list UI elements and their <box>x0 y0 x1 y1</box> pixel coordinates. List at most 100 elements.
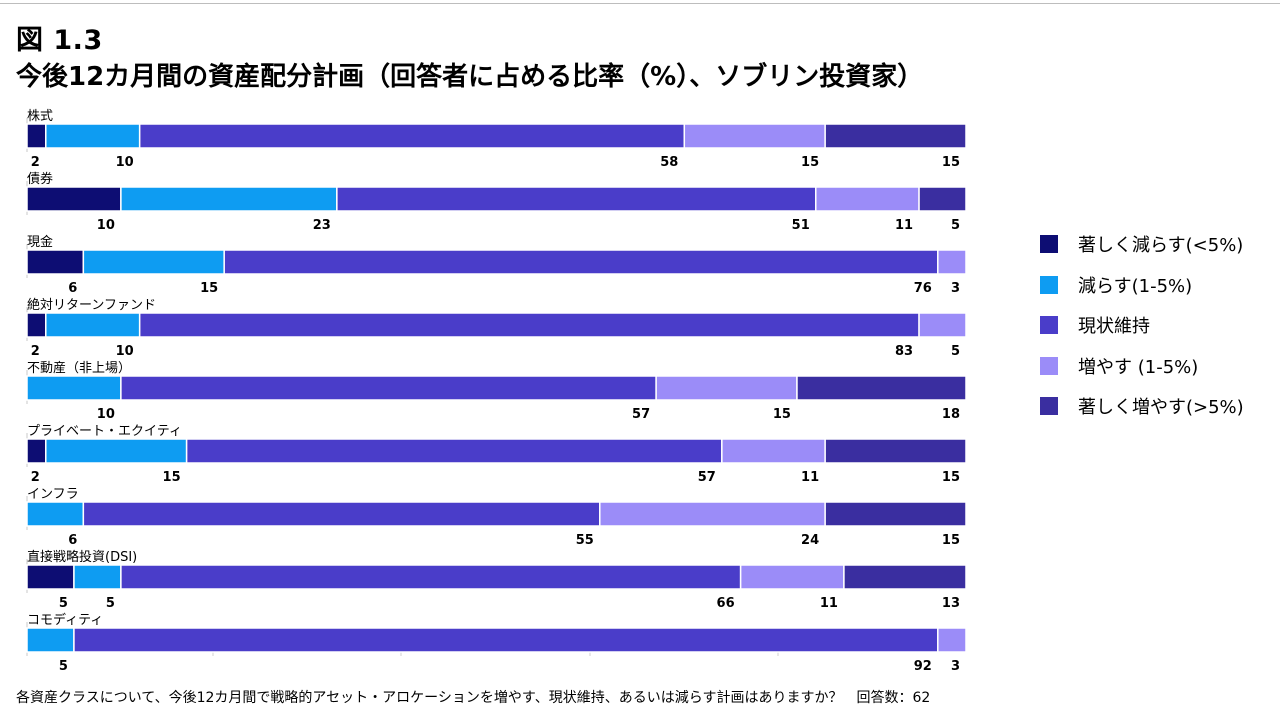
bar-segment <box>26 186 122 212</box>
data-label: 10 <box>97 218 115 233</box>
data-label: 51 <box>792 218 810 233</box>
bar-segment <box>82 501 601 527</box>
data-label: 2 <box>31 344 40 359</box>
data-label: 5 <box>59 596 68 611</box>
bar-row: プライベート・エクイティ 2 15 57 11 15 <box>26 424 967 485</box>
figure-number: 図 1.3 <box>16 25 103 56</box>
bar-row: 不動産（非上場） 10 57 15 18 <box>26 360 967 422</box>
bar-row: コモディティ 5 92 3 <box>26 612 967 674</box>
legend-item: 現状維持 <box>1040 305 1244 346</box>
bar-segment <box>120 375 657 401</box>
data-label: 24 <box>801 533 819 548</box>
legend-swatch <box>1040 275 1058 294</box>
bar-segment <box>26 438 47 464</box>
data-label: 2 <box>31 155 40 170</box>
bar-segment <box>815 186 920 212</box>
data-label: 11 <box>801 470 819 485</box>
bar-segment <box>73 564 122 590</box>
data-label: 83 <box>895 344 913 359</box>
bar-segment <box>937 627 967 653</box>
bar-row: 株式 2 10 58 15 15 <box>26 109 967 170</box>
data-label: 10 <box>97 407 115 422</box>
bar-segment <box>120 564 742 590</box>
data-label: 5 <box>951 344 960 359</box>
legend-label: 増やす (1-5%) <box>1078 356 1199 378</box>
bar-segment <box>138 123 686 149</box>
category-label: インフラ <box>27 487 79 502</box>
data-label: 2 <box>31 470 40 485</box>
legend: 著しく減らす(<5%) 減らす(1-5%) 現状維持増やす (1-5%) 著しく増やす… <box>1040 224 1244 427</box>
legend-item: 著しく減らす(<5%) <box>1040 224 1244 265</box>
bar-segment <box>918 186 967 212</box>
legend-item: 増やす (1-5%) <box>1040 346 1244 387</box>
bar-segment <box>824 501 967 527</box>
legend-label: 著しく増やす(>5%) <box>1078 397 1244 419</box>
bar-segment <box>824 438 967 464</box>
data-label: 11 <box>820 596 838 611</box>
top-rule <box>0 3 1280 4</box>
bar-row: 債券 10 23 51 11 5 <box>26 171 967 233</box>
bar-segment <box>138 312 920 338</box>
bar-segment <box>26 501 85 527</box>
legend-label: 現状維持 <box>1078 316 1150 338</box>
bar-row: 現金 6 15 76 3 <box>26 234 967 296</box>
bar-segment <box>843 564 967 590</box>
legend-item: 減らす(1-5%) <box>1040 265 1244 306</box>
bar-segment <box>683 123 826 149</box>
bar-segment <box>937 249 967 275</box>
bar-segment <box>26 312 47 338</box>
bar-segment <box>45 123 141 149</box>
bar-segment <box>223 249 939 275</box>
data-label: 57 <box>698 470 716 485</box>
footnote: 各資産クラスについて、今後12カ月間で戦略的アセット・アロケーションを増やす、現… <box>16 690 931 706</box>
data-label: 15 <box>942 470 960 485</box>
legend-label: 減らす(1-5%) <box>1078 275 1193 297</box>
category-label: コモディティ <box>27 612 103 628</box>
category-label: 直接戦略投資(DSI) <box>27 549 137 565</box>
data-label: 76 <box>914 281 932 296</box>
data-label: 55 <box>576 533 594 548</box>
legend-swatch <box>1040 316 1058 335</box>
data-label: 15 <box>163 470 181 485</box>
data-label: 15 <box>942 533 960 548</box>
legend-swatch <box>1040 356 1058 375</box>
bar-segment <box>82 249 225 275</box>
bar-segment <box>721 438 826 464</box>
bar-segment <box>796 375 967 401</box>
data-label: 58 <box>660 155 678 170</box>
data-label: 15 <box>942 155 960 170</box>
data-label: 23 <box>313 218 331 233</box>
category-label: 現金 <box>27 234 53 250</box>
bar-segment <box>120 186 338 212</box>
chart-title: 今後12カ月間の資産配分計画（回答者に占める比率（%）、ソブリン投資家） <box>16 62 924 92</box>
category-label: 不動産（非上場） <box>27 360 131 376</box>
bar-segment <box>45 438 188 464</box>
bar-segment <box>824 123 967 149</box>
bar-segment <box>26 375 122 401</box>
category-label: 債券 <box>27 171 53 187</box>
data-label: 5 <box>59 659 68 674</box>
bar-segment <box>26 249 85 275</box>
category-label: プライベート・エクイティ <box>27 424 182 439</box>
data-label: 13 <box>942 596 960 611</box>
data-label: 11 <box>895 218 913 233</box>
legend-item: 著しく増やす(>5%) <box>1040 386 1244 427</box>
data-label: 6 <box>68 281 77 296</box>
data-label: 18 <box>942 407 960 422</box>
bar-segment <box>185 438 723 464</box>
legend-label: 著しく減らす(<5%) <box>1078 235 1244 257</box>
data-label: 10 <box>116 344 134 359</box>
data-label: 92 <box>914 659 932 674</box>
legend-swatch <box>1040 397 1058 416</box>
data-label: 15 <box>773 407 791 422</box>
legend-swatch <box>1040 235 1058 254</box>
bar-segment <box>739 564 845 590</box>
data-label: 5 <box>951 218 960 233</box>
bar-segment <box>73 627 939 653</box>
bar-segment <box>26 123 47 149</box>
bar-segment <box>336 186 817 212</box>
bar-segment <box>26 564 75 590</box>
data-label: 15 <box>200 281 218 296</box>
data-label: 10 <box>116 155 134 170</box>
